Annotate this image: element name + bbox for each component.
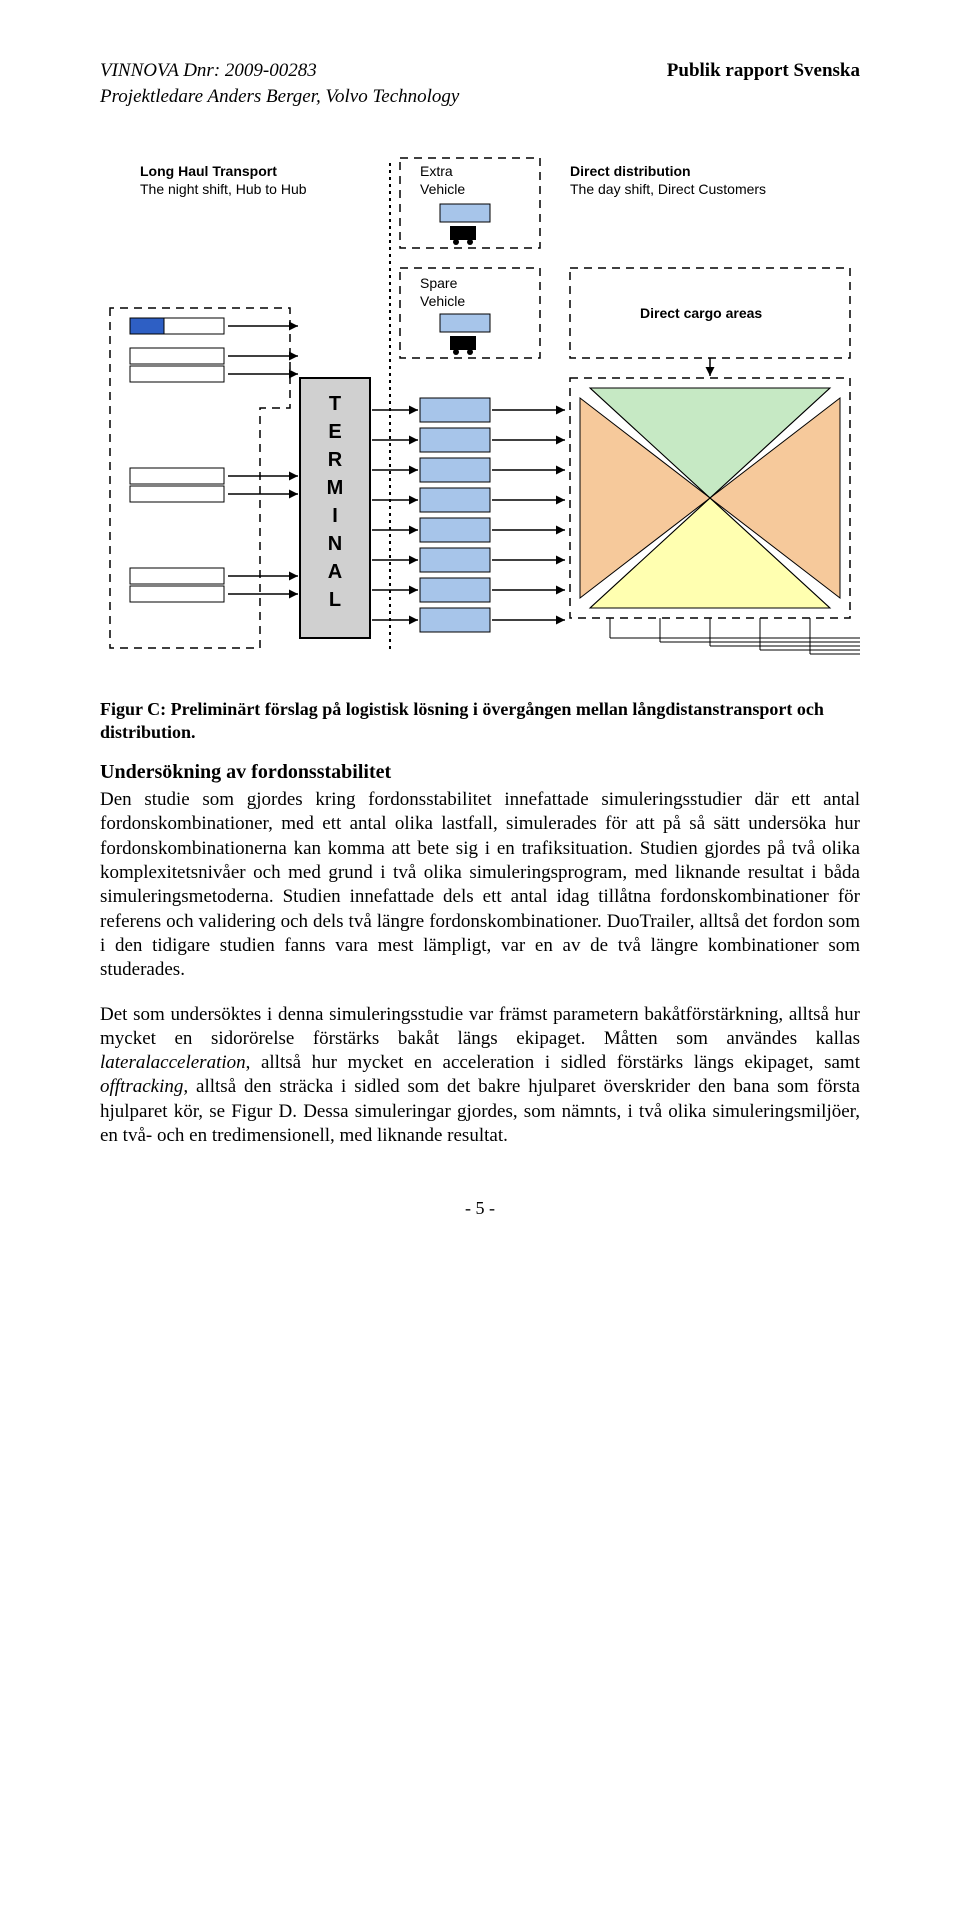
p2-italic-1: lateralacceleration xyxy=(100,1052,246,1073)
p2-pre: Det som undersöktes i denna simuleringss… xyxy=(100,1004,860,1049)
svg-text:M: M xyxy=(327,477,344,499)
svg-text:T: T xyxy=(329,393,341,415)
svg-text:Extra: Extra xyxy=(420,163,453,179)
paragraph-2: Det som undersöktes i denna simuleringss… xyxy=(100,1003,860,1149)
projekt-line: Projektledare Anders Berger, Volvo Techn… xyxy=(100,86,860,108)
svg-text:I: I xyxy=(332,505,338,527)
rapport-line: Publik rapport Svenska xyxy=(667,60,860,82)
svg-text:A: A xyxy=(328,561,342,583)
section-heading: Undersökning av fordonsstabilitet xyxy=(100,761,860,784)
svg-text:The day shift, Direct Customer: The day shift, Direct Customers xyxy=(570,181,766,197)
svg-text:Vehicle: Vehicle xyxy=(420,181,465,197)
svg-text:Direct cargo areas: Direct cargo areas xyxy=(640,305,762,321)
paragraph-1: Den studie som gjordes kring fordonsstab… xyxy=(100,788,860,983)
logistics-diagram: Long Haul Transport The night shift, Hub … xyxy=(100,148,860,668)
svg-text:R: R xyxy=(328,449,343,471)
page-number: - 5 - xyxy=(100,1198,860,1219)
p2-post: alltså den sträcka i sidled som det bakr… xyxy=(100,1076,860,1146)
svg-text:Vehicle: Vehicle xyxy=(420,293,465,309)
p2-mid: , alltså hur mycket en acceleration i si… xyxy=(246,1052,860,1073)
svg-text:L: L xyxy=(329,589,341,611)
svg-text:E: E xyxy=(328,421,341,443)
vinnova-line: VINNOVA Dnr: 2009-00283 xyxy=(100,60,317,82)
svg-text:Spare: Spare xyxy=(420,275,458,291)
svg-text:The night shift, Hub to Hub: The night shift, Hub to Hub xyxy=(140,181,307,197)
p2-italic-2: offtracking, xyxy=(100,1076,188,1097)
figure-caption: Figur C: Preliminärt förslag på logistis… xyxy=(100,698,860,743)
svg-text:N: N xyxy=(328,533,342,555)
svg-text:Direct distribution: Direct distribution xyxy=(570,163,691,179)
svg-text:Long Haul Transport: Long Haul Transport xyxy=(140,163,277,179)
